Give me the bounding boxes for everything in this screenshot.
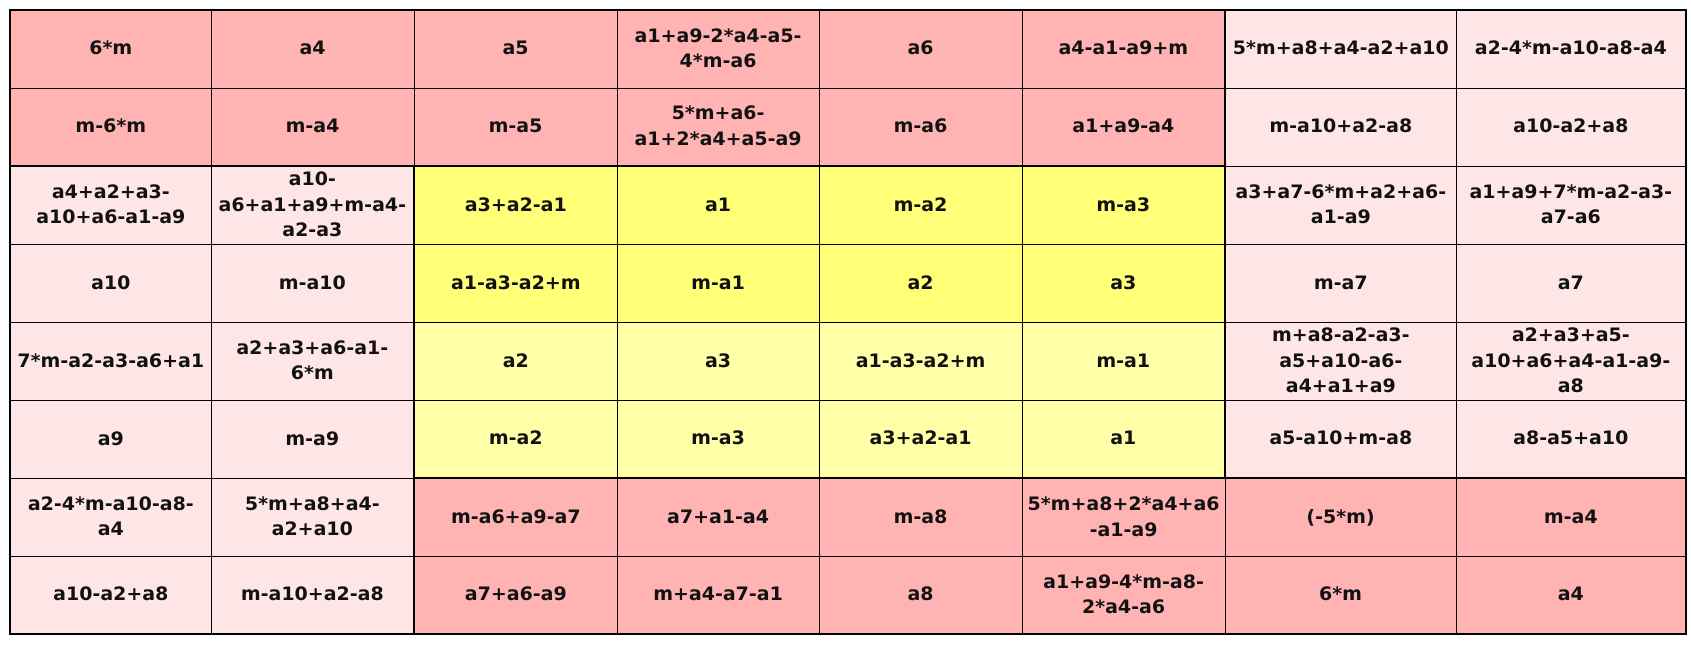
cell: a1+a9-2*a4-a5-4*m-a6 <box>616 9 820 89</box>
cell: m-a9 <box>210 399 415 479</box>
cell: m-a10+a2-a8 <box>1224 87 1457 167</box>
sheet-row: a4+a2+a3-a10+a6-a1-a9 a10-a6+a1+a9+m-a4-a… <box>9 164 1687 245</box>
cell: a3 <box>616 321 820 401</box>
cell: m-a10+a2-a8 <box>210 555 415 636</box>
cell: a10-a2+a8 <box>9 555 212 636</box>
cell: m-a7 <box>1224 243 1457 323</box>
cell: a5-a10+m-a8 <box>1224 399 1457 480</box>
cell: (-5*m) <box>1224 477 1457 557</box>
cell: a5 <box>413 9 618 89</box>
sheet-table: 6*m a4 a5 a1+a9-2*a4-a5-4*m-a6 a6 a4-a1-a9+m 5… <box>9 9 1687 636</box>
cell: a1 <box>616 164 820 245</box>
sheet-row: 7*m-a2-a3-a6+a1 a2+a3+a6-a1-6*m a2 a3 a1-a3-… <box>9 321 1687 401</box>
cell: a10-a6+a1+a9+m-a4-a2-a3 <box>210 164 415 245</box>
cell: a3+a7-6*m+a2+a6-a1-a9 <box>1224 165 1457 245</box>
cell: a9 <box>9 399 212 479</box>
cell: a10 <box>9 243 212 323</box>
cell: m-a5 <box>413 87 618 167</box>
cell: a4 <box>1455 555 1687 636</box>
cell: m-a4 <box>1455 477 1687 557</box>
cell: m+a8-a2-a3-a5+a10-a6-a4+a1+a9 <box>1224 321 1457 401</box>
sheet-row: a2-4*m-a10-a8-a4 5*m+a8+a4-a2+a10 m-a6+a9-… <box>9 477 1687 557</box>
cell: m-a1 <box>616 243 820 323</box>
cell: a1+a9-a4 <box>1021 87 1226 167</box>
sheet-row: 6*m a4 a5 a1+a9-2*a4-a5-4*m-a6 a6 a4-a1-a9+m 5… <box>9 9 1687 89</box>
cell: 5*m+a8+a4-a2+a10 <box>210 477 415 557</box>
cell: m-a3 <box>1021 164 1226 245</box>
cell: a8-a5+a10 <box>1455 399 1687 480</box>
cell: a2 <box>413 321 618 401</box>
cell: a3+a2-a1 <box>413 164 618 245</box>
sheet-row: a10 m-a10 a1-a3-a2+m m-a1 a2 a3 m-a7 a7 <box>9 243 1687 323</box>
cell: m+a4-a7-a1 <box>616 555 820 636</box>
cell: m-a10 <box>210 243 415 323</box>
cell: a4+a2+a3-a10+a6-a1-a9 <box>9 164 212 245</box>
sheet-row: a9 m-a9 m-a2 m-a3 a3+a2-a1 a1 a5-a10+m-a8 a8-a5… <box>9 399 1687 480</box>
sheet-row: m-6*m m-a4 m-a5 5*m+a6-a1+2*a4+a5-a9 m-a6 a1+… <box>9 87 1687 167</box>
cell: a2-4*m-a10-a8-a4 <box>9 477 212 557</box>
cell: a6 <box>818 9 1023 89</box>
cell: a1+a9+7*m-a2-a3-a7-a6 <box>1455 165 1687 245</box>
cell: a2-4*m-a10-a8-a4 <box>1455 9 1687 89</box>
cell: a7+a6-a9 <box>413 555 618 636</box>
cell: a3 <box>1021 243 1226 323</box>
cell: m-a4 <box>210 87 415 167</box>
cell: 7*m-a2-a3-a6+a1 <box>9 321 212 401</box>
cell: m-a3 <box>616 399 820 480</box>
cell: m-a6 <box>818 87 1023 167</box>
cell: a7 <box>1455 243 1687 323</box>
cell: a3+a2-a1 <box>818 399 1023 480</box>
cell: a1 <box>1021 399 1226 480</box>
cell: a2 <box>818 243 1023 323</box>
cell: m-a8 <box>818 477 1023 557</box>
cell: a1-a3-a2+m <box>413 243 618 323</box>
cell: 5*m+a6-a1+2*a4+a5-a9 <box>616 87 820 167</box>
cell: 5*m+a8+2*a4+a6-a1-a9 <box>1021 477 1226 557</box>
cell: a1-a3-a2+m <box>818 321 1023 401</box>
cell: m-a1 <box>1021 321 1226 401</box>
cell: a2+a3+a5-a10+a6+a4-a1-a9-a8 <box>1455 321 1687 401</box>
cell: m-a2 <box>413 399 618 480</box>
cell: 6*m <box>9 9 212 89</box>
cell: a4-a1-a9+m <box>1021 9 1226 89</box>
sheet-row: a10-a2+a8 m-a10+a2-a8 a7+a6-a9 m+a4-a7-a1 a8… <box>9 555 1687 636</box>
cell: m-6*m <box>9 87 212 167</box>
cell: m-a6+a9-a7 <box>413 477 618 557</box>
cell: a1+a9-4*m-a8-2*a4-a6 <box>1021 555 1226 636</box>
cell: a10-a2+a8 <box>1455 87 1687 167</box>
cell: a7+a1-a4 <box>616 477 820 557</box>
cell: a4 <box>210 9 415 89</box>
cell: a2+a3+a6-a1-6*m <box>210 321 415 401</box>
cell: a8 <box>818 555 1023 636</box>
cell: 6*m <box>1224 555 1457 636</box>
cell: 5*m+a8+a4-a2+a10 <box>1224 9 1457 89</box>
cell: m-a2 <box>818 164 1023 245</box>
